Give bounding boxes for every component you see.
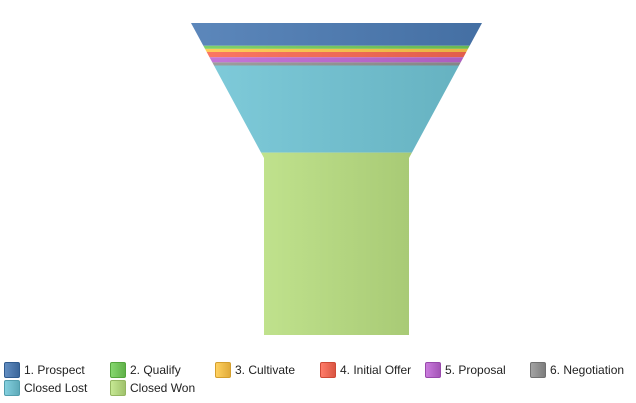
funnel-segment-closed-won[interactable] bbox=[261, 152, 412, 335]
legend-swatch bbox=[530, 362, 546, 378]
legend-item-4-initial-offer[interactable]: 4. Initial Offer bbox=[320, 361, 411, 379]
legend: 1. Prospect 2. Qualify 3. Cultivate 4. Init… bbox=[4, 361, 636, 401]
legend-item-closed-won[interactable]: Closed Won bbox=[110, 379, 195, 397]
funnel-segment-5-proposal[interactable] bbox=[209, 57, 464, 63]
legend-label: 5. Proposal bbox=[445, 363, 506, 377]
legend-swatch bbox=[425, 362, 441, 378]
legend-item-3-cultivate[interactable]: 3. Cultivate bbox=[215, 361, 295, 379]
legend-label: Closed Won bbox=[130, 381, 196, 395]
legend-item-closed-lost[interactable]: Closed Lost bbox=[4, 379, 87, 397]
legend-label: 6. Negotiation bbox=[550, 363, 625, 377]
legend-item-2-qualify[interactable]: 2. Qualify bbox=[110, 361, 181, 379]
legend-item-5-proposal[interactable]: 5. Proposal bbox=[425, 361, 506, 379]
legend-label: Closed Lost bbox=[24, 381, 88, 395]
funnel-segment-3-cultivate[interactable] bbox=[205, 48, 468, 53]
legend-swatch bbox=[110, 362, 126, 378]
legend-label: 1. Prospect bbox=[24, 363, 85, 377]
legend-swatch bbox=[4, 362, 20, 378]
funnel-segment-6-negotiation[interactable] bbox=[212, 62, 461, 66]
legend-swatch bbox=[320, 362, 336, 378]
funnel-segments bbox=[191, 23, 482, 335]
funnel-segment-2-qualify[interactable] bbox=[203, 45, 470, 49]
legend-label: 4. Initial Offer bbox=[340, 363, 412, 377]
funnel-segment-4-initial-offer[interactable] bbox=[206, 52, 467, 58]
legend-swatch bbox=[4, 380, 20, 396]
legend-label: 3. Cultivate bbox=[235, 363, 296, 377]
legend-swatch bbox=[215, 362, 231, 378]
legend-item-1-prospect[interactable]: 1. Prospect bbox=[4, 361, 85, 379]
legend-swatch bbox=[110, 380, 126, 396]
legend-label: 2. Qualify bbox=[130, 363, 181, 377]
funnel-segment-1-prospect[interactable] bbox=[191, 23, 482, 46]
funnel-segment-closed-lost[interactable] bbox=[213, 65, 460, 153]
legend-item-6-negotiation[interactable]: 6. Negotiation bbox=[530, 361, 624, 379]
